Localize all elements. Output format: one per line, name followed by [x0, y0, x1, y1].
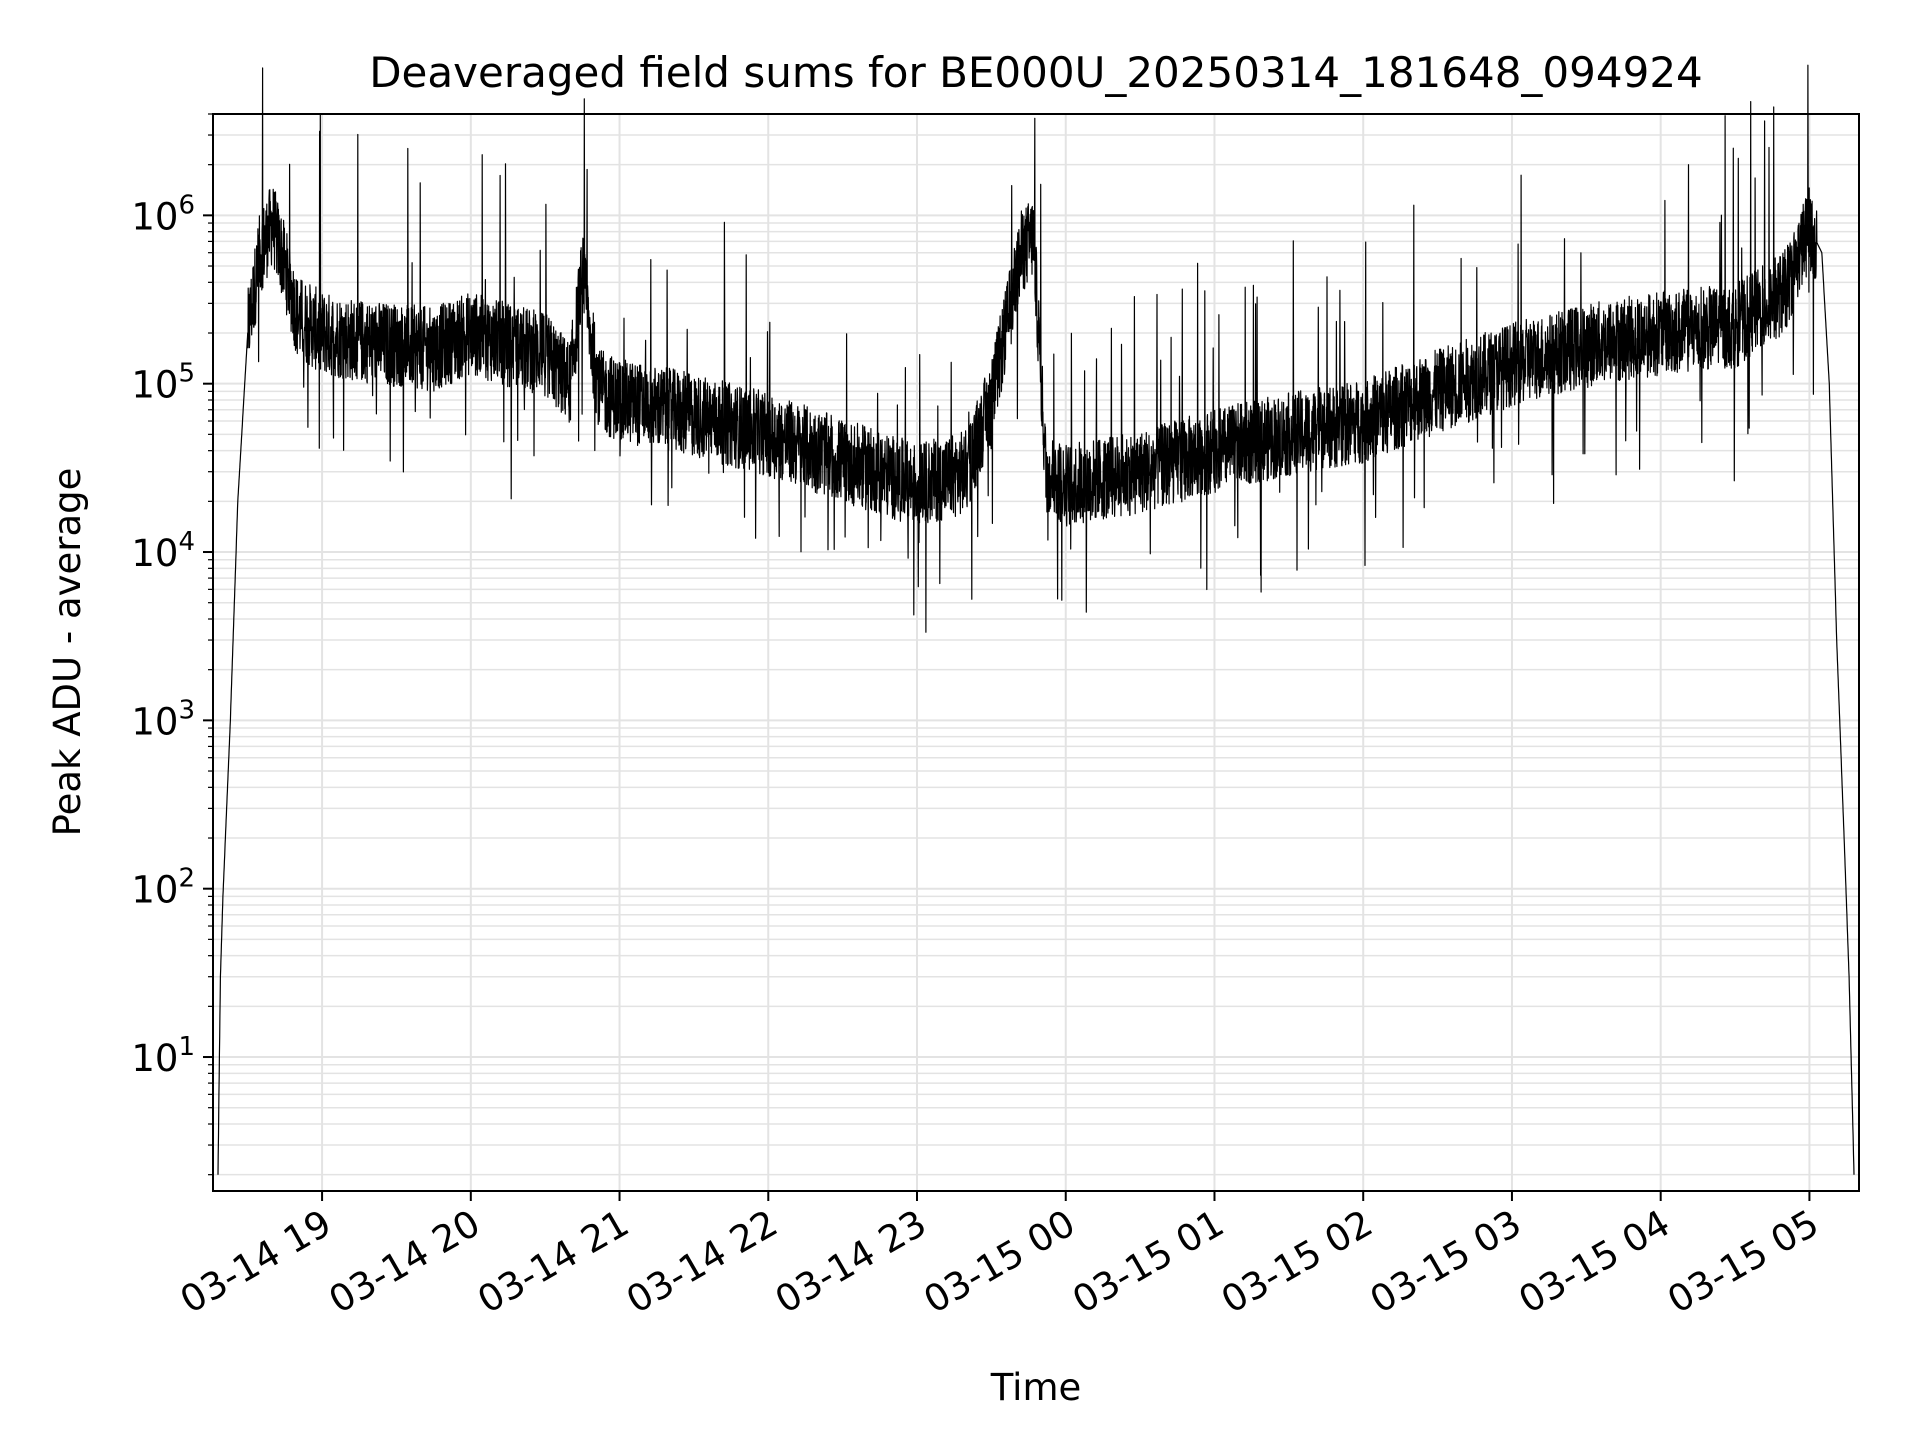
y-tick-label: 104: [131, 527, 195, 575]
y-tick-label: 102: [131, 864, 195, 912]
x-tick-label: 03-15 02: [1214, 1202, 1380, 1322]
x-tick-label: 03-15 04: [1512, 1202, 1678, 1322]
series-line: [217, 64, 1855, 1175]
x-tick-label: 03-14 19: [173, 1202, 339, 1322]
y-axis-label: Peak ADU - average: [46, 468, 89, 837]
plot-frame: [212, 113, 1860, 1192]
x-tick-label: 03-14 21: [470, 1202, 636, 1322]
x-tick-label: 03-15 03: [1363, 1202, 1529, 1322]
y-axis: 101 102 103 104 105 106: [131, 113, 213, 1176]
x-axis-label: Time: [990, 1366, 1082, 1409]
y-tick-label: 105: [131, 359, 195, 407]
x-tick-label: 03-15 00: [917, 1202, 1083, 1322]
x-tick-label: 03-14 23: [768, 1202, 934, 1322]
x-tick-label: 03-14 20: [322, 1202, 488, 1322]
y-tick-label: 106: [131, 190, 195, 238]
chart-title: Deaveraged field sums for BE000U_2025031…: [369, 48, 1703, 97]
x-tick-label: 03-14 22: [619, 1202, 785, 1322]
y-tick-label: 101: [131, 1032, 195, 1080]
series-line-group: [217, 64, 1855, 1175]
x-tick-label: 03-15 05: [1660, 1202, 1826, 1322]
y-tick-label: 103: [131, 695, 195, 743]
x-tick-label: 03-15 01: [1065, 1202, 1231, 1322]
